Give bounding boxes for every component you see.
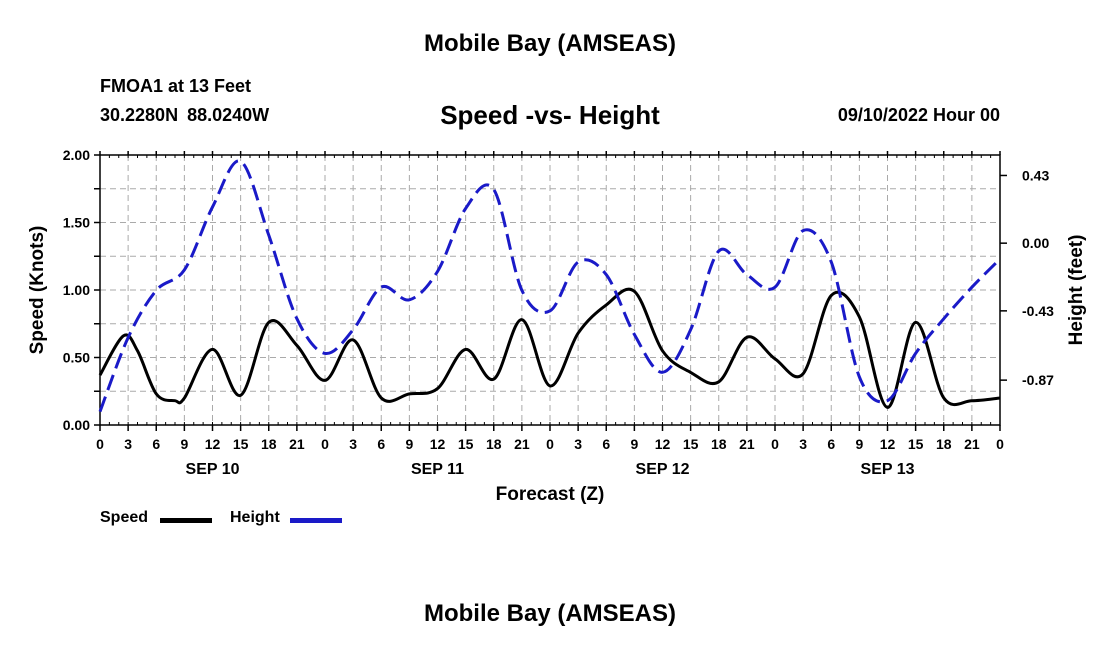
- x-tick-label: 12: [655, 436, 671, 452]
- x-tick-label: 6: [602, 436, 610, 452]
- legend-speed-swatch: [160, 518, 212, 523]
- y-right-tick-label: -0.87: [1022, 372, 1054, 388]
- x-tick-label: 6: [827, 436, 835, 452]
- x-tick-label: 0: [546, 436, 554, 452]
- day-label: SEP 12: [636, 461, 690, 478]
- y-left-axis-title: Speed (Knots): [27, 226, 48, 355]
- x-tick-label: 12: [205, 436, 221, 452]
- x-tick-label: 3: [349, 436, 357, 452]
- y-left-tick-label: 1.00: [63, 282, 90, 298]
- x-tick-label: 9: [405, 436, 413, 452]
- x-tick-label: 21: [739, 436, 755, 452]
- x-tick-label: 15: [233, 436, 249, 452]
- x-tick-label: 15: [683, 436, 699, 452]
- x-tick-label: 21: [964, 436, 980, 452]
- x-tick-label: 9: [855, 436, 863, 452]
- y-left-tick-label: 1.50: [63, 215, 90, 231]
- station-name: FMOA1 at 13 Feet: [100, 76, 252, 96]
- x-tick-label: 18: [261, 436, 277, 452]
- day-label: SEP 11: [411, 461, 464, 478]
- y-left-tick-label: 0.50: [63, 350, 90, 366]
- y-right-axis-title: Height (feet): [1066, 235, 1087, 346]
- x-tick-label: 18: [936, 436, 952, 452]
- x-tick-label: 0: [996, 436, 1004, 452]
- x-tick-label: 3: [574, 436, 582, 452]
- x-tick-label: 9: [180, 436, 188, 452]
- run-time: 09/10/2022 Hour 00: [837, 105, 1000, 125]
- y-left-tick-label: 2.00: [63, 147, 90, 163]
- x-tick-label: 0: [96, 436, 104, 452]
- day-label: SEP 10: [186, 461, 240, 478]
- y-right-tick-label: 0.43: [1022, 167, 1049, 183]
- legend-height-swatch: [290, 518, 342, 523]
- x-tick-label: 6: [152, 436, 160, 452]
- bottom-title: Mobile Bay (AMSEAS): [423, 600, 677, 627]
- x-tick-label: 21: [514, 436, 530, 452]
- y-left-tick-label: 0.00: [63, 417, 90, 433]
- x-tick-label: 6: [377, 436, 385, 452]
- x-tick-label: 0: [771, 436, 779, 452]
- x-tick-label: 3: [124, 436, 132, 452]
- x-tick-label: 21: [289, 436, 305, 452]
- y-right-tick-label: 0.00: [1022, 235, 1049, 251]
- x-tick-label: 15: [908, 436, 924, 452]
- station-coordinates: 30.2280N 88.0240W: [100, 105, 270, 125]
- speed-series-line: [98, 287, 1001, 409]
- x-tick-label: 15: [458, 436, 474, 452]
- chart-subtitle: Speed -vs- Height: [440, 100, 660, 130]
- main-title: Mobile Bay (AMSEAS): [423, 30, 677, 57]
- x-tick-label: 18: [486, 436, 502, 452]
- x-tick-label: 12: [430, 436, 446, 452]
- x-tick-label: 12: [880, 436, 896, 452]
- day-label: SEP 13: [861, 461, 915, 478]
- height-series-line: [98, 159, 1002, 413]
- x-tick-label: 18: [711, 436, 727, 452]
- x-tick-label: 9: [630, 436, 638, 452]
- y-right-tick-label: -0.43: [1022, 303, 1054, 319]
- x-tick-label: 0: [321, 436, 329, 452]
- x-tick-label: 3: [799, 436, 807, 452]
- plot-frame: [99, 154, 1001, 426]
- legend-speed-label: Speed: [100, 509, 149, 526]
- legend-height-label: Height: [230, 509, 280, 526]
- x-axis-title: Forecast (Z): [496, 484, 605, 505]
